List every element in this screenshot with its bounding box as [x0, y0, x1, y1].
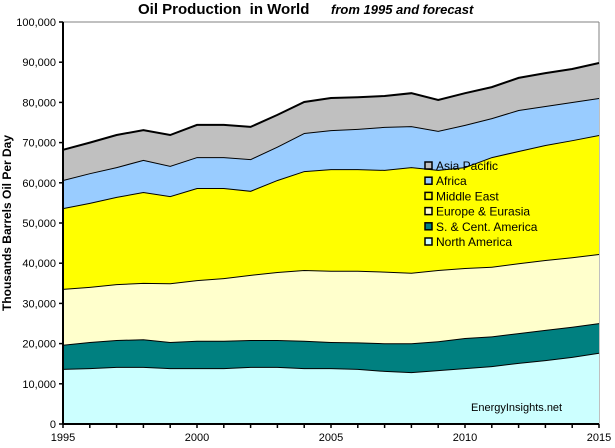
legend-item-africa: Africa [424, 174, 467, 188]
legend-swatch [424, 191, 433, 201]
area-north-america [63, 352, 599, 424]
boundary-asia-pacific [62, 62, 600, 151]
y-tick-label: 50,000 [22, 218, 56, 230]
legend-label: S. & Cent. America [436, 220, 538, 234]
y-tick-label: 70,000 [22, 138, 56, 150]
legend-item-s-cent-america: S. & Cent. America [424, 220, 538, 234]
x-tick-label: 1995 [51, 432, 75, 444]
y-tick-label: 90,000 [22, 57, 56, 69]
y-tick-label: 0 [50, 419, 56, 431]
y-tick-label: 40,000 [22, 258, 56, 270]
x-tick-label: 2010 [453, 432, 477, 444]
legend-item-north-america: North America [424, 235, 512, 249]
y-tick-label: 30,000 [22, 298, 56, 310]
legend-swatch [424, 176, 433, 185]
legend-label: Europe & Eurasia [436, 205, 530, 219]
legend-label: North America [436, 235, 512, 249]
y-tick-label: 80,000 [22, 97, 56, 109]
source-annotation: EnergyInsights.net [471, 402, 562, 414]
area-layers [62, 62, 600, 424]
axes: 0 10,000 20,000 30,000 40,000 50,000 60,000 70,… [16, 17, 611, 444]
legend-item-asia-pacific: Asia Pacific [424, 159, 498, 173]
y-tick-label: 60,000 [22, 178, 56, 190]
legend-swatch [424, 237, 433, 246]
area-middle-east [63, 135, 599, 289]
chart-title: Oil Production in World [138, 1, 309, 18]
y-tick-label: 100,000 [16, 17, 56, 29]
chart-subtitle: from 1995 and forecast [331, 2, 474, 17]
x-tick-label: 2015 [587, 432, 611, 444]
y-tick-label: 20,000 [22, 339, 56, 351]
y-axis-label: Thousands Barrels Oil Per Day [0, 135, 14, 311]
area-asia-pacific [63, 63, 599, 180]
legend-label: Middle East [436, 189, 499, 203]
legend-label: Africa [436, 174, 467, 188]
legend-label: Asia Pacific [436, 159, 498, 173]
legend-swatch [424, 161, 433, 170]
legend-swatch [424, 206, 433, 216]
legend-item-middle-east: Middle East [424, 189, 499, 203]
x-tick-label: 2005 [319, 432, 343, 444]
y-tick-label: 10,000 [22, 379, 56, 391]
legend-item-europe-eurasia: Europe & Eurasia [424, 205, 530, 219]
area-s-cent-america [63, 323, 599, 373]
x-tick-label: 2000 [185, 432, 209, 444]
area-europe-eurasia [63, 254, 599, 345]
legend-swatch [424, 222, 433, 231]
